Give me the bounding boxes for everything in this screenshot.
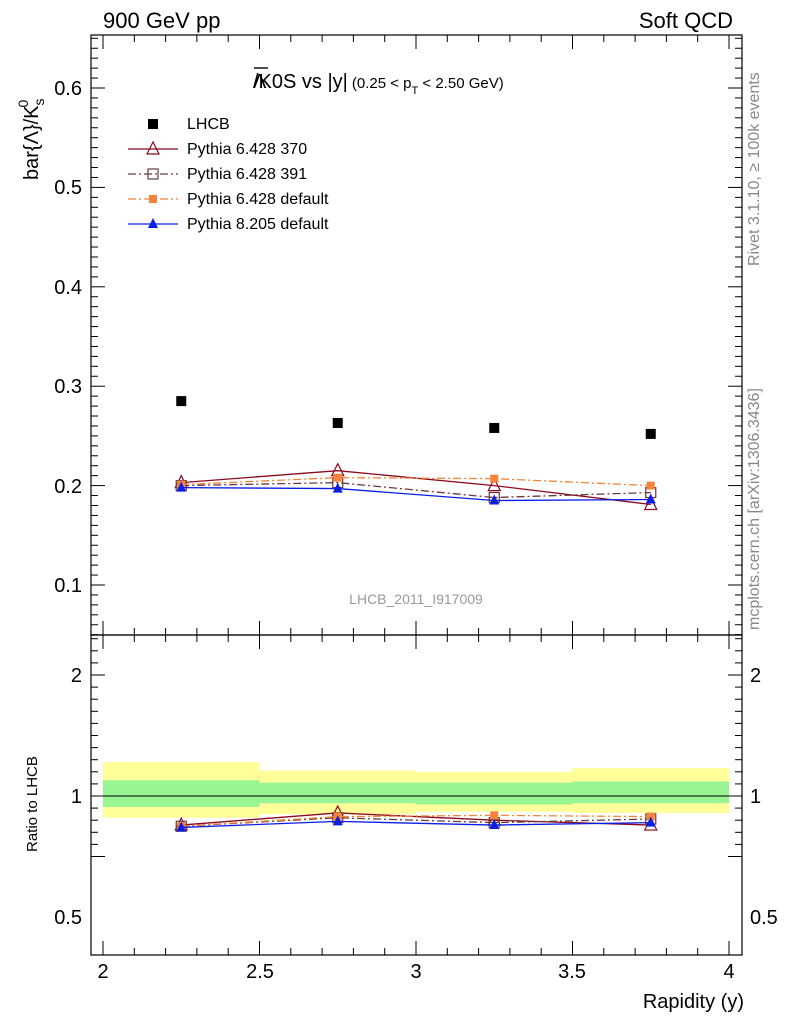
- data-point: [489, 422, 500, 433]
- ratio-series-line-4: [181, 820, 651, 829]
- legend-label: Pythia 6.428 391: [187, 166, 307, 183]
- series-marks: [128, 119, 658, 832]
- ratio-point: [332, 815, 343, 826]
- legend-marker: [146, 140, 160, 155]
- ratio-point: [489, 819, 500, 830]
- x-tick-label: 2: [97, 961, 108, 983]
- x-tick-label: 4: [723, 961, 734, 983]
- header-left: 900 GeV pp: [103, 8, 220, 33]
- plot-title-range-sub: T: [412, 85, 419, 97]
- ratio-point: [490, 811, 499, 820]
- data-point: [645, 428, 656, 439]
- ratio-tick-label: 1: [71, 786, 82, 808]
- rivet-label: Rivet 3.1.10, ≥ 100k events: [746, 72, 763, 266]
- ratio-band-stat: [259, 782, 416, 804]
- legend-marker: [148, 218, 158, 228]
- ratio-tick-label: 2: [71, 665, 82, 687]
- data-point: [645, 493, 656, 504]
- axis-ticks: [91, 35, 742, 955]
- ratio-uncertainty-bands: [103, 762, 729, 818]
- legend-marker: [147, 168, 159, 180]
- data-point: [487, 477, 502, 492]
- mcplots-label: mcplots.cern.ch [arXiv:1306.3436]: [746, 388, 763, 630]
- y-tick-label: 0.2: [54, 476, 82, 498]
- y-tick-label: 0.6: [54, 78, 82, 100]
- legend-marker: [148, 119, 158, 129]
- y-tick-label: 0.3: [54, 376, 82, 398]
- y-axis-title: bar{Λ}/Ks0: [15, 98, 47, 180]
- legend-marker: [149, 195, 157, 203]
- series-line-2: [181, 481, 651, 499]
- legend-label: LHCB: [187, 116, 230, 133]
- ratio-band-stat: [103, 780, 260, 807]
- series-line-1: [181, 470, 651, 506]
- plot-title: /K0S vs |y| (0.25 < pT < 2.50 GeV): [253, 71, 504, 97]
- x-tick-label: 3: [410, 961, 421, 983]
- plot-title-range-a: (0.25 < p: [352, 75, 412, 92]
- ratio-band-stat: [572, 781, 729, 804]
- legend-label: Pythia 6.428 370: [187, 141, 307, 158]
- data-point: [490, 474, 499, 483]
- plot-title-lambda: Λ: [253, 71, 267, 93]
- legend: LHCB Pythia 6.428 370 Pythia 6.428 391 P…: [187, 116, 329, 233]
- ratio-series-line-3: [181, 814, 651, 827]
- legend-label: Pythia 8.205 default: [187, 216, 329, 233]
- ratio-y-tick-labels: 0.5 1 2 0.5 1 2: [54, 665, 778, 929]
- y-tick-label: 0.1: [54, 575, 82, 597]
- main-y-tick-labels: 0.1 0.2 0.3 0.4 0.5 0.6: [54, 78, 82, 597]
- x-tick-labels: 2 2.5 3 3.5 4: [97, 961, 734, 983]
- legend-label: Pythia 6.428 default: [187, 191, 329, 208]
- ratio-band-stat: [416, 782, 573, 805]
- data-point: [333, 473, 342, 482]
- ratio-point: [646, 812, 655, 821]
- ratio-tick-label-right: 2: [750, 665, 761, 687]
- ratio-tick-label-right: 1: [750, 786, 761, 808]
- data-point: [176, 481, 187, 492]
- ratio-tick-label: 0.5: [54, 907, 82, 929]
- ratio-series-line-2: [181, 817, 651, 827]
- data-point: [489, 494, 500, 505]
- ratio-point: [645, 816, 656, 827]
- x-tick-label: 3.5: [558, 961, 586, 983]
- analysis-reference: LHCB_2011_I917009: [349, 591, 483, 607]
- plot-title-range-b: < 2.50 GeV): [418, 75, 503, 92]
- y-tick-label: 0.4: [54, 277, 82, 299]
- y-axis-title-sup: 0: [15, 99, 31, 107]
- y-tick-label: 0.5: [54, 177, 82, 199]
- ratio-point: [176, 821, 187, 832]
- y-axis-title-main: bar{Λ}/K: [21, 105, 43, 180]
- data-point: [332, 417, 343, 428]
- plot-title-main: /K0S vs |y|: [253, 71, 348, 93]
- series-line-4: [181, 486, 651, 502]
- ratio-axis-title: Ratio to LHCB: [24, 756, 41, 852]
- ratio-tick-label-right: 0.5: [750, 907, 778, 929]
- data-point: [332, 482, 343, 493]
- x-axis-title: Rapidity (y): [643, 991, 744, 1013]
- data-point: [646, 481, 655, 490]
- x-tick-label: 2.5: [246, 961, 274, 983]
- series-line-3: [181, 476, 651, 487]
- data-point: [176, 396, 187, 407]
- header-right: Soft QCD: [639, 8, 733, 33]
- y-axis-title-sub: s: [31, 98, 47, 105]
